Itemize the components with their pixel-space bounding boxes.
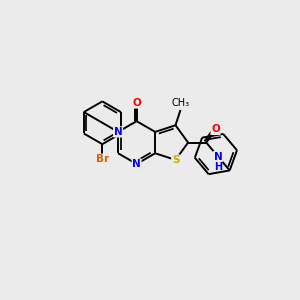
Text: CH₃: CH₃	[171, 98, 190, 108]
Text: S: S	[172, 155, 179, 165]
Text: N: N	[214, 152, 222, 161]
Text: N: N	[132, 159, 141, 169]
Text: N: N	[114, 127, 122, 137]
Text: O: O	[132, 98, 141, 108]
Text: H: H	[214, 162, 222, 172]
Text: O: O	[211, 124, 220, 134]
Text: Br: Br	[96, 154, 109, 164]
